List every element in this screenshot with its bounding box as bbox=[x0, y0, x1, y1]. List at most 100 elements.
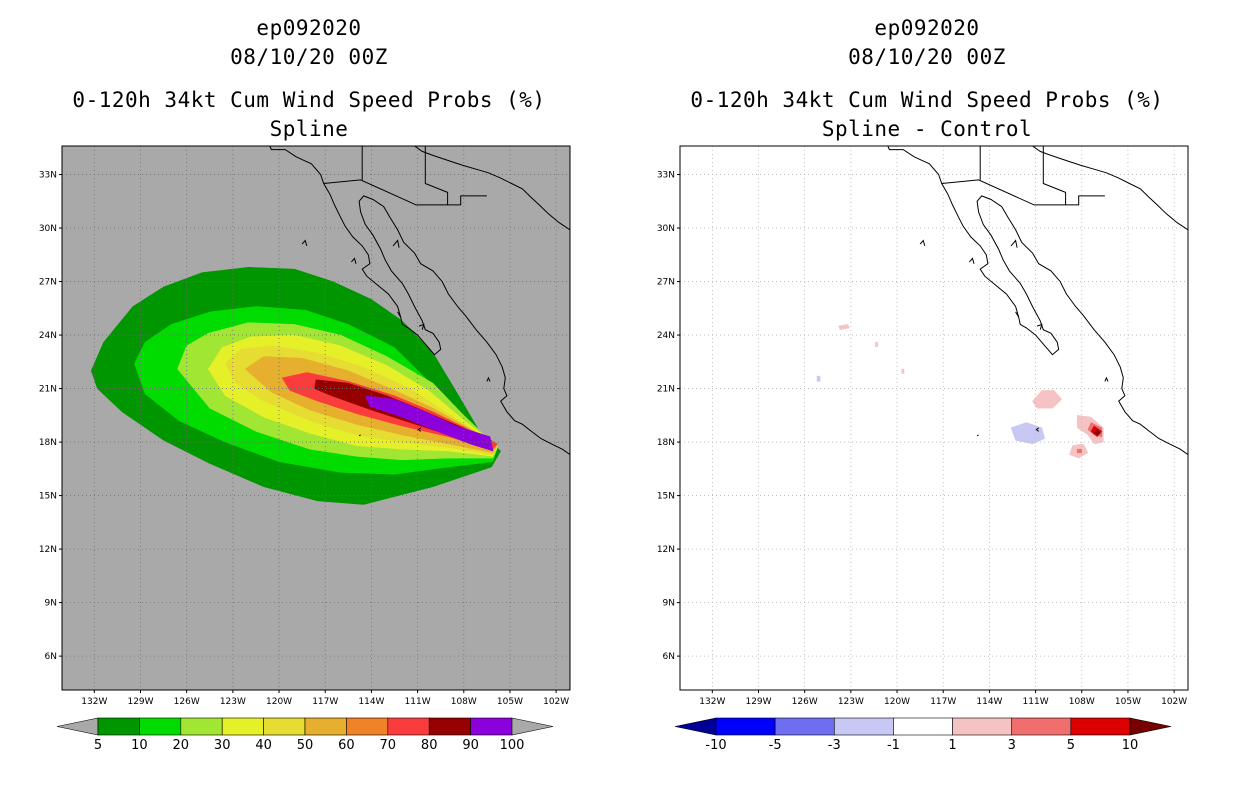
lon-tick-label: 126W bbox=[792, 697, 818, 707]
lon-tick-label: 114W bbox=[358, 697, 384, 707]
lon-tick-label: 102W bbox=[1161, 697, 1187, 707]
border bbox=[323, 179, 487, 206]
contour-level-1 bbox=[901, 368, 905, 374]
island bbox=[417, 427, 422, 432]
lat-tick-label: 6N bbox=[45, 652, 57, 662]
coastline bbox=[887, 146, 1188, 456]
colorbar-label: -10 bbox=[705, 738, 726, 753]
date-title: 08/10/20 00Z bbox=[230, 45, 388, 69]
lon-tick-label: 129W bbox=[745, 697, 771, 707]
lon-tick-label: 117W bbox=[930, 697, 956, 707]
border bbox=[424, 146, 449, 205]
colorbar-label: -3 bbox=[828, 738, 841, 753]
lat-tick-label: 21N bbox=[39, 385, 57, 395]
storm-id-title: ep092020 bbox=[874, 16, 980, 40]
lat-tick-label: 9N bbox=[45, 599, 57, 609]
lon-tick-label: 126W bbox=[174, 697, 200, 707]
lon-tick-label: 132W bbox=[699, 697, 725, 707]
colorbar-label: 10 bbox=[131, 738, 148, 753]
subtitle: Spline - Control bbox=[821, 117, 1033, 141]
island bbox=[976, 434, 979, 437]
colorbar-swatch bbox=[304, 717, 347, 736]
colorbar: 5 10 20 30 40 50 60 70 80 90 100 bbox=[56, 717, 554, 753]
contour-level--1 bbox=[816, 375, 821, 382]
left-chart-panel: ep092020 08/10/20 00Z 0-120h 34kt Cum Wi… bbox=[39, 16, 571, 753]
plot-frame bbox=[679, 145, 1189, 691]
lon-tick-label: 123W bbox=[838, 697, 864, 707]
lat-tick-label: 27N bbox=[39, 278, 57, 288]
colorbar-swatch bbox=[1011, 717, 1072, 736]
colorbar-end-right bbox=[511, 717, 554, 736]
contour-level-90 bbox=[364, 395, 494, 452]
colorbar-label: 20 bbox=[173, 738, 190, 753]
island bbox=[397, 311, 402, 318]
colorbar-swatch bbox=[952, 717, 1013, 736]
plot-area bbox=[680, 146, 1188, 690]
lon-tick-label: 108W bbox=[451, 697, 477, 707]
border bbox=[1042, 146, 1067, 205]
colorbar-end-left bbox=[56, 717, 99, 736]
island bbox=[1010, 239, 1018, 248]
colorbar-label: 1 bbox=[948, 738, 956, 753]
lon-tick-label: 105W bbox=[1115, 697, 1141, 707]
colorbar-swatch bbox=[139, 717, 182, 736]
island bbox=[392, 239, 400, 248]
coastline bbox=[269, 146, 570, 456]
colorbar-label: 80 bbox=[421, 738, 438, 753]
colorbar-swatch bbox=[97, 717, 140, 736]
left-map-svg: 132W 129W 126W 123W 120W 117W 114W 111W 108W 105W… bbox=[39, 145, 571, 753]
island bbox=[351, 257, 357, 264]
contour-level-1 bbox=[838, 324, 850, 330]
colorbar-swatch bbox=[1070, 717, 1131, 736]
colorbar-swatch bbox=[715, 717, 776, 736]
plot-frame bbox=[61, 145, 571, 691]
date-title: 08/10/20 00Z bbox=[848, 45, 1006, 69]
lon-tick-label: 120W bbox=[884, 697, 910, 707]
colorbar: -10 -5 -3 -1 1 3 5 10 bbox=[674, 717, 1172, 753]
lon-tick-label: 129W bbox=[127, 697, 153, 707]
lat-tick-label: 15N bbox=[657, 492, 675, 502]
island bbox=[919, 239, 926, 247]
island bbox=[1015, 311, 1020, 318]
coastline bbox=[414, 146, 570, 231]
lat-tick-label: 6N bbox=[663, 652, 675, 662]
colorbar-label: 10 bbox=[1122, 738, 1139, 753]
lat-tick-label: 24N bbox=[657, 331, 675, 341]
right-map-svg: 132W 129W 126W 123W 120W 117W 114W 111W 108W 105W… bbox=[657, 145, 1189, 753]
colorbar-swatch bbox=[263, 717, 306, 736]
island bbox=[486, 376, 491, 382]
lon-tick-label: 105W bbox=[497, 697, 523, 707]
lat-tick-label: 15N bbox=[39, 492, 57, 502]
lon-tick-label: 108W bbox=[1069, 697, 1095, 707]
contour-level--1 bbox=[1010, 422, 1046, 445]
colorbar-label: 60 bbox=[338, 738, 355, 753]
plot-area bbox=[62, 146, 570, 690]
colorbar-swatch bbox=[346, 717, 389, 736]
contour-level-3 bbox=[1076, 448, 1083, 454]
lat-tick-label: 12N bbox=[657, 545, 675, 555]
lat-tick-label: 12N bbox=[39, 545, 57, 555]
colorbar-swatch bbox=[387, 717, 430, 736]
contour-level-1 bbox=[1032, 390, 1063, 409]
colorbar-swatch bbox=[470, 717, 513, 736]
colorbar-end-left bbox=[674, 717, 717, 736]
island bbox=[1104, 376, 1109, 382]
colorbar-label: -5 bbox=[769, 738, 782, 753]
lon-tick-label: 117W bbox=[312, 697, 338, 707]
lat-tick-label: 30N bbox=[657, 224, 675, 234]
island bbox=[969, 257, 975, 264]
colorbar-label: 5 bbox=[1067, 738, 1075, 753]
lon-tick-label: 123W bbox=[220, 697, 246, 707]
island bbox=[358, 434, 361, 437]
border bbox=[941, 179, 1105, 206]
lat-tick-label: 30N bbox=[39, 224, 57, 234]
colorbar-label: 3 bbox=[1008, 738, 1016, 753]
colorbar-label: 50 bbox=[297, 738, 314, 753]
colorbar-label: 90 bbox=[462, 738, 479, 753]
lon-tick-label: 120W bbox=[266, 697, 292, 707]
colorbar-label: -1 bbox=[887, 738, 900, 753]
colorbar-swatch bbox=[774, 717, 835, 736]
colorbar-label: 40 bbox=[255, 738, 272, 753]
lat-tick-label: 18N bbox=[39, 438, 57, 448]
storm-id-title: ep092020 bbox=[256, 16, 362, 40]
